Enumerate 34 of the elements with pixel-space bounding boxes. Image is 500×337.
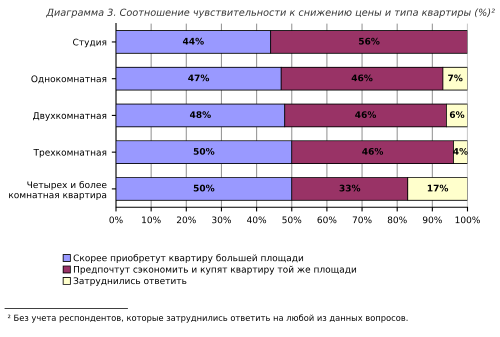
legend-label: Затруднились ответить — [74, 277, 186, 286]
data-label: 50% — [194, 148, 214, 155]
data-label: 17% — [428, 184, 448, 192]
data-label: 47% — [188, 74, 210, 82]
y-tick-label: Трехкомнатная — [33, 149, 106, 158]
data-label: 7% — [448, 74, 463, 82]
chart-title: Диаграмма 3. Соотношение чувствительности к снижению цены и типа квартиры (%)² — [46, 8, 495, 18]
data-label: 56% — [358, 38, 380, 45]
data-label: 46% — [362, 148, 384, 155]
x-tick-label: 90% — [422, 216, 442, 224]
x-tick-label: 0% — [109, 216, 123, 224]
x-tick-label: 20% — [176, 216, 196, 224]
data-label: 33% — [340, 184, 360, 192]
x-tick-label: 80% — [388, 216, 407, 224]
x-tick-label: 10% — [142, 216, 161, 224]
data-label: 48% — [190, 111, 211, 118]
x-tick-label: 30% — [212, 216, 231, 224]
y-tick-label: Студия — [73, 38, 106, 48]
data-label: 44% — [182, 38, 204, 45]
legend-label: Скорее приобретут квартиру большей площади — [74, 254, 304, 264]
text: ² Без учета респондентов, которые затруднились ответить на любой из данных вопросов. — [8, 314, 408, 323]
x-tick-label: 70% — [352, 216, 372, 224]
x-tick-label: 100% — [456, 216, 480, 224]
data-label: 6% — [450, 111, 464, 118]
x-tick-label: 40% — [247, 216, 266, 224]
x-tick-label: 50% — [282, 216, 302, 224]
y-tick-label: Двухкомнатная — [33, 112, 106, 121]
y-tick-label: Однокомнатная — [31, 75, 106, 84]
x-tick-label: 60% — [318, 216, 336, 224]
y-tick-label: Четырех и более комнатная квартира — [9, 181, 106, 200]
legend-label: Предпочтут сэкономить и купят квартиру той же площади — [74, 266, 356, 274]
data-label: 46% — [352, 74, 373, 82]
data-label: 46% — [355, 111, 376, 118]
data-label: 50% — [194, 184, 214, 192]
